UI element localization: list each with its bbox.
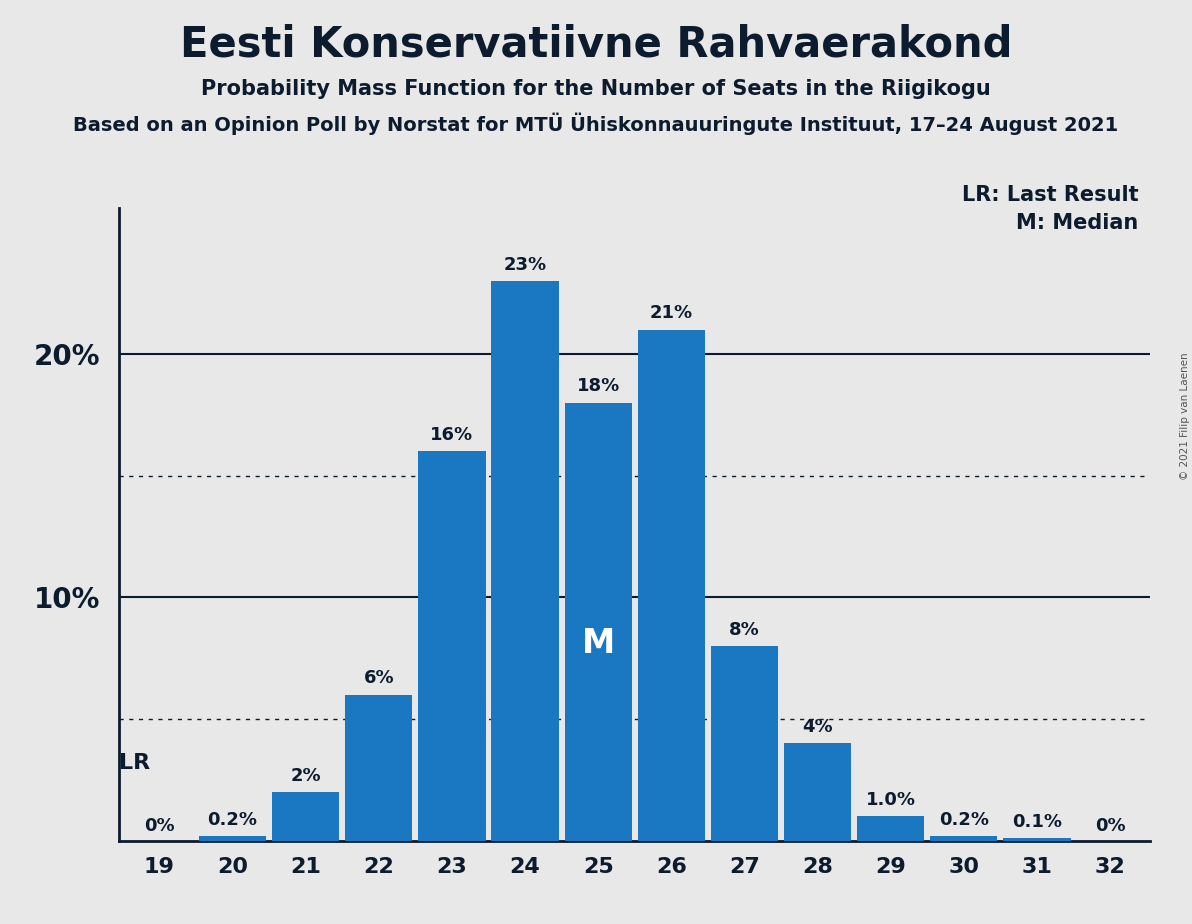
Bar [784,744,851,841]
Bar [199,836,266,841]
Text: 16%: 16% [430,426,473,444]
Text: 0.2%: 0.2% [939,810,989,829]
Text: M: M [582,627,615,660]
Text: 18%: 18% [577,377,620,395]
Text: 0%: 0% [144,817,175,834]
Text: Eesti Konservatiivne Rahvaerakond: Eesti Konservatiivne Rahvaerakond [180,23,1012,65]
Bar [930,836,998,841]
Bar [710,646,778,841]
Text: LR: LR [119,753,150,772]
Text: 0.1%: 0.1% [1012,813,1062,831]
Text: Based on an Opinion Poll by Norstat for MTÜ Ühiskonnauuringute Instituut, 17–24 : Based on an Opinion Poll by Norstat for … [74,113,1118,135]
Bar [1004,838,1070,841]
Text: Probability Mass Function for the Number of Seats in the Riigikogu: Probability Mass Function for the Number… [201,79,991,99]
Bar [346,695,412,841]
Text: © 2021 Filip van Laenen: © 2021 Filip van Laenen [1180,352,1190,480]
Text: 6%: 6% [364,670,395,687]
Text: 0.2%: 0.2% [207,810,257,829]
Bar [272,792,340,841]
Bar [565,403,632,841]
Bar [418,451,485,841]
Text: 8%: 8% [730,621,759,638]
Text: 0%: 0% [1094,817,1125,834]
Bar [638,330,704,841]
Text: 4%: 4% [802,718,833,736]
Text: 1.0%: 1.0% [865,791,915,809]
Text: M: Median: M: Median [1016,213,1138,233]
Text: 21%: 21% [650,304,693,322]
Text: 2%: 2% [291,767,321,784]
Bar [491,281,559,841]
Bar [857,817,924,841]
Text: LR: Last Result: LR: Last Result [962,185,1138,205]
Text: 23%: 23% [503,256,547,274]
